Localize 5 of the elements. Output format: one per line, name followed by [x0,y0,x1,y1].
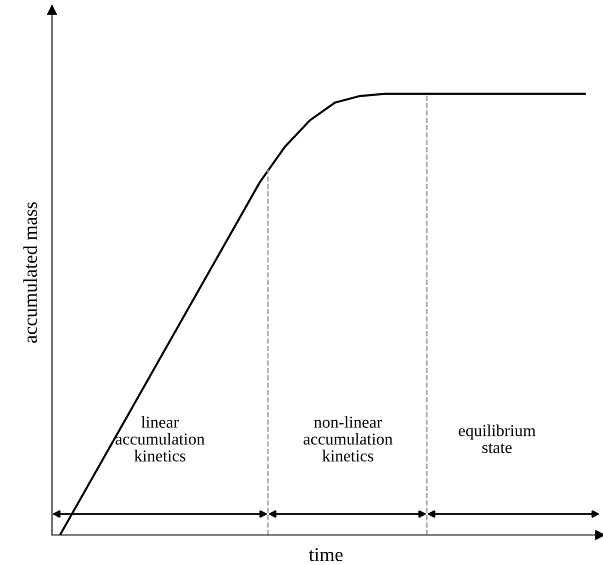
annotation: non-linear accumulation kinetics [304,416,393,462]
annotation: equilibrium state [458,424,536,454]
x-axis-title: time [308,548,343,562]
y-axis-title: accumulated mass [23,202,37,343]
annotation: linear accumulation kinetics [116,416,205,462]
